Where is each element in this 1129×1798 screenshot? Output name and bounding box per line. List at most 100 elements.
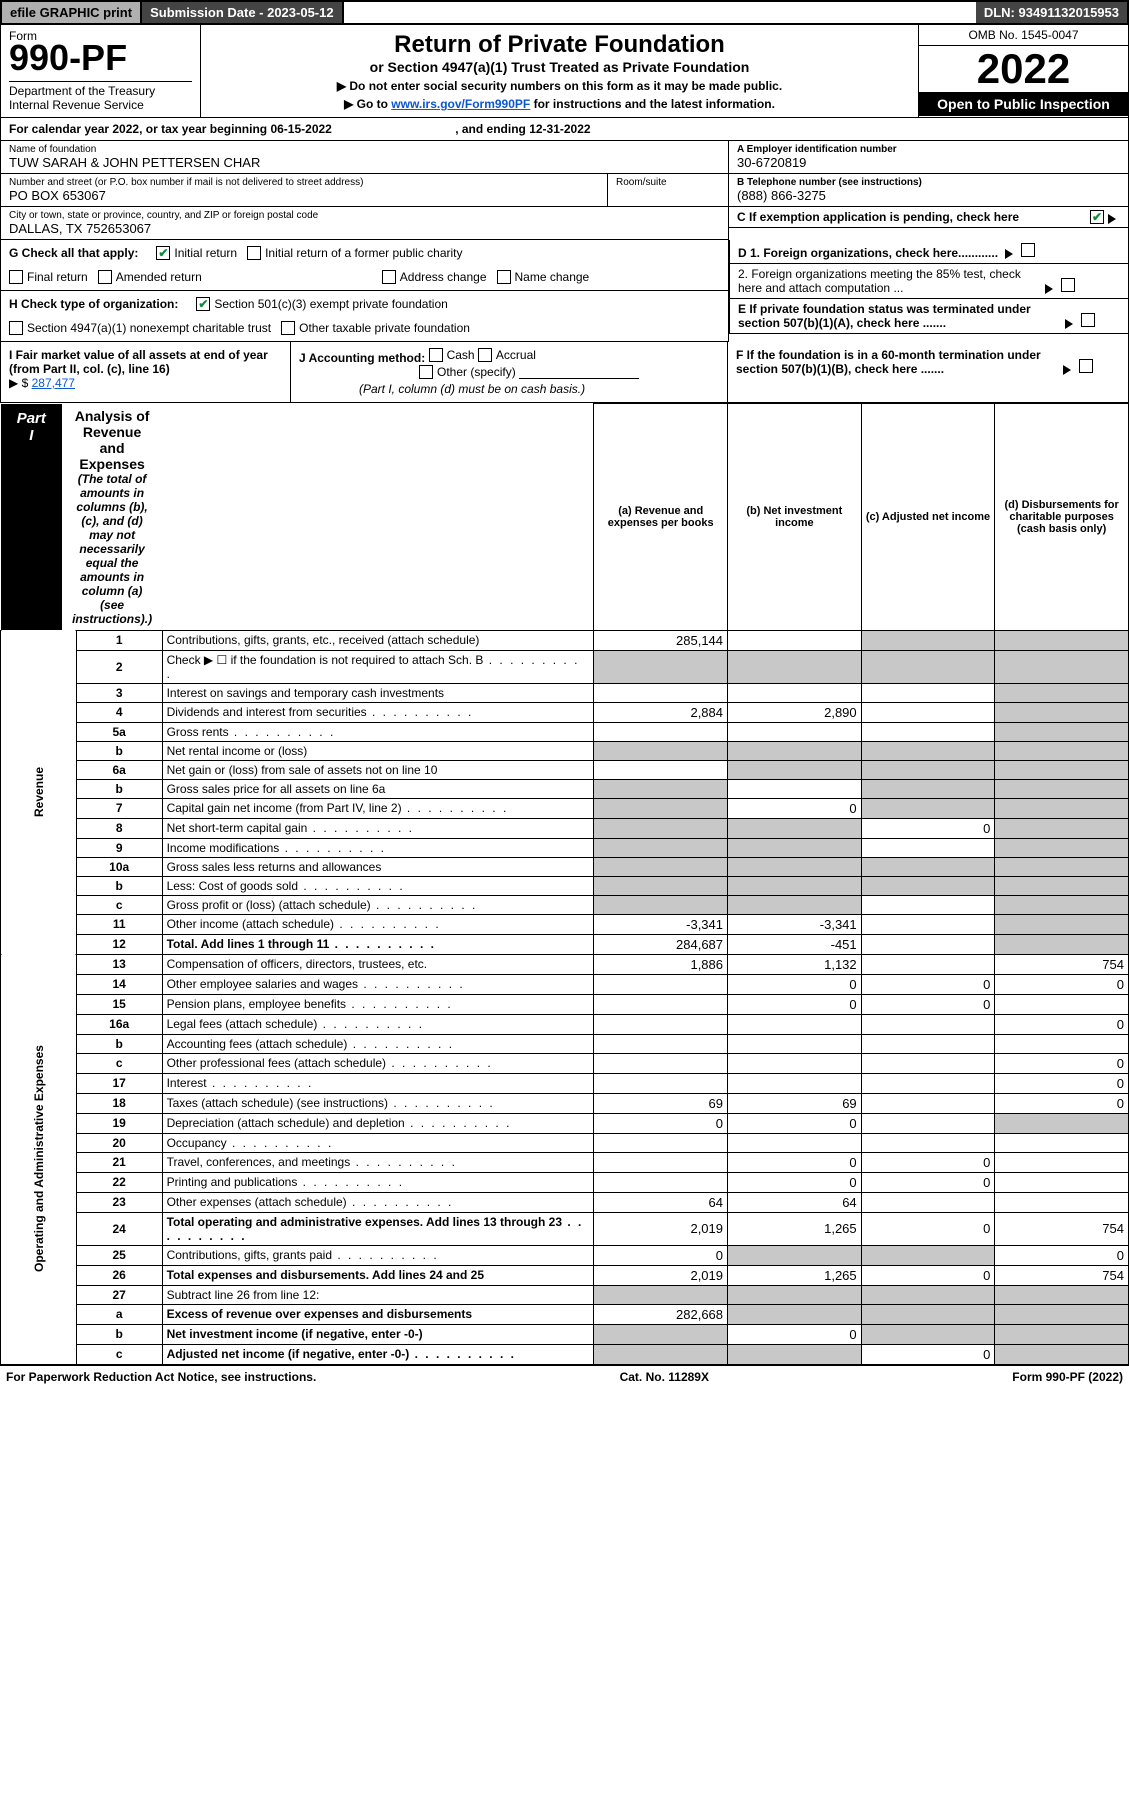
amount-cell xyxy=(995,683,1129,702)
line-desc: Depreciation (attach schedule) and deple… xyxy=(162,1113,594,1133)
amount-cell xyxy=(861,857,995,876)
goto-note: ▶ Go to www.irs.gov/Form990PF for instru… xyxy=(207,97,912,111)
i-lead: I Fair market value of all assets at end… xyxy=(9,348,268,376)
line-desc: Other professional fees (attach schedule… xyxy=(162,1053,594,1073)
col-c-hdr: (c) Adjusted net income xyxy=(861,404,995,631)
table-row: 11Other income (attach schedule)-3,341-3… xyxy=(1,914,1129,934)
chk-name-change[interactable]: Name change xyxy=(497,270,590,284)
amount-cell: 1,886 xyxy=(594,954,728,974)
ein-cell: A Employer identification number 30-6720… xyxy=(729,141,1128,174)
amount-cell xyxy=(594,857,728,876)
chk-initial-former[interactable]: Initial return of a former public charit… xyxy=(247,246,462,260)
chk-cash[interactable]: Cash xyxy=(429,348,475,362)
table-row: bLess: Cost of goods sold xyxy=(1,876,1129,895)
f-checkbox[interactable] xyxy=(1079,359,1093,373)
f-lbl: F If the foundation is in a 60-month ter… xyxy=(736,348,1056,376)
chk-other-tax[interactable]: Other taxable private foundation xyxy=(281,321,470,335)
header-left: Form 990-PF Department of the Treasury I… xyxy=(1,25,201,117)
amount-cell: 284,687 xyxy=(594,934,728,954)
line-number: 1 xyxy=(76,630,162,650)
amount-cell: 0 xyxy=(728,1152,862,1172)
amount-cell: 64 xyxy=(594,1192,728,1212)
phone-lbl: B Telephone number (see instructions) xyxy=(737,177,1120,188)
amount-cell xyxy=(594,1133,728,1152)
form-number: 990-PF xyxy=(9,37,192,79)
line-number: b xyxy=(76,876,162,895)
amount-cell: 2,884 xyxy=(594,702,728,722)
chk-501c3[interactable]: Section 501(c)(3) exempt private foundat… xyxy=(196,297,447,311)
amount-cell xyxy=(995,779,1129,798)
d1-checkbox[interactable] xyxy=(1021,243,1035,257)
line-desc: Other expenses (attach schedule) xyxy=(162,1192,594,1212)
amount-cell: 0 xyxy=(861,994,995,1014)
fmv-link[interactable]: 287,477 xyxy=(32,376,75,390)
line-desc: Total. Add lines 1 through 11 xyxy=(162,934,594,954)
amount-cell xyxy=(995,1152,1129,1172)
chk-4947[interactable]: Section 4947(a)(1) nonexempt charitable … xyxy=(9,321,271,335)
amount-cell xyxy=(728,1053,862,1073)
amount-cell xyxy=(594,838,728,857)
i-block: I Fair market value of all assets at end… xyxy=(1,342,291,402)
amount-cell xyxy=(995,1113,1129,1133)
phone-val: (888) 866-3275 xyxy=(737,188,1120,203)
form-header: Form 990-PF Department of the Treasury I… xyxy=(0,25,1129,117)
chk-other[interactable]: Other (specify) xyxy=(419,365,516,379)
line-number: 9 xyxy=(76,838,162,857)
col-a-hdr: (a) Revenue and expenses per books xyxy=(594,404,728,631)
amount-cell xyxy=(861,760,995,779)
amount-cell xyxy=(995,650,1129,683)
line-number: 13 xyxy=(76,954,162,974)
room-lbl: Room/suite xyxy=(616,177,720,188)
addr-lbl: Number and street (or P.O. box number if… xyxy=(9,177,599,188)
line-desc: Capital gain net income (from Part IV, l… xyxy=(162,798,594,818)
j-block: J Accounting method: Cash Accrual Other … xyxy=(291,342,728,402)
h-lead: H Check type of organization: xyxy=(9,297,178,311)
amount-cell xyxy=(995,857,1129,876)
line-number: b xyxy=(76,1034,162,1053)
amount-cell xyxy=(995,722,1129,741)
chk-initial[interactable]: Initial return xyxy=(156,246,237,260)
amount-cell xyxy=(861,895,995,914)
amount-cell xyxy=(995,760,1129,779)
amount-cell xyxy=(861,683,995,702)
table-row: 9Income modifications xyxy=(1,838,1129,857)
d2-checkbox[interactable] xyxy=(1061,278,1075,292)
amount-cell: 0 xyxy=(995,1093,1129,1113)
line-number: 21 xyxy=(76,1152,162,1172)
chk-amended[interactable]: Amended return xyxy=(98,270,202,284)
chk-addr-change[interactable]: Address change xyxy=(382,270,487,284)
i-prefix: ▶ $ xyxy=(9,376,28,390)
amount-cell xyxy=(995,1285,1129,1304)
amount-cell xyxy=(995,876,1129,895)
table-row: 14Other employee salaries and wages000 xyxy=(1,974,1129,994)
line-desc: Check ▶ ☐ if the foundation is not requi… xyxy=(162,650,594,683)
line-desc: Adjusted net income (if negative, enter … xyxy=(162,1344,594,1364)
line-desc: Gross rents xyxy=(162,722,594,741)
amount-cell xyxy=(995,914,1129,934)
irs-link[interactable]: www.irs.gov/Form990PF xyxy=(391,97,530,111)
line-number: c xyxy=(76,895,162,914)
table-row: Revenue1Contributions, gifts, grants, et… xyxy=(1,630,1129,650)
amount-cell xyxy=(861,1192,995,1212)
amount-cell: 0 xyxy=(861,1152,995,1172)
amount-cell xyxy=(861,876,995,895)
c-checkbox[interactable] xyxy=(1090,210,1104,224)
line-desc: Gross sales less returns and allowances xyxy=(162,857,594,876)
c-cell: C If exemption application is pending, c… xyxy=(729,207,1128,228)
goto-suffix: for instructions and the latest informat… xyxy=(530,97,775,111)
ein-lbl: A Employer identification number xyxy=(737,144,1120,155)
amount-cell: -451 xyxy=(728,934,862,954)
chk-final[interactable]: Final return xyxy=(9,270,88,284)
amount-cell xyxy=(594,779,728,798)
e-cell: E If private foundation status was termi… xyxy=(729,299,1128,334)
amount-cell xyxy=(861,838,995,857)
table-row: 12Total. Add lines 1 through 11284,687-4… xyxy=(1,934,1129,954)
amount-cell: 0 xyxy=(861,1344,995,1364)
e-checkbox[interactable] xyxy=(1081,313,1095,327)
line-desc: Accounting fees (attach schedule) xyxy=(162,1034,594,1053)
amount-cell xyxy=(995,1324,1129,1344)
amount-cell xyxy=(861,741,995,760)
table-row: 25Contributions, gifts, grants paid00 xyxy=(1,1245,1129,1265)
chk-accrual[interactable]: Accrual xyxy=(478,348,536,362)
amount-cell xyxy=(594,650,728,683)
